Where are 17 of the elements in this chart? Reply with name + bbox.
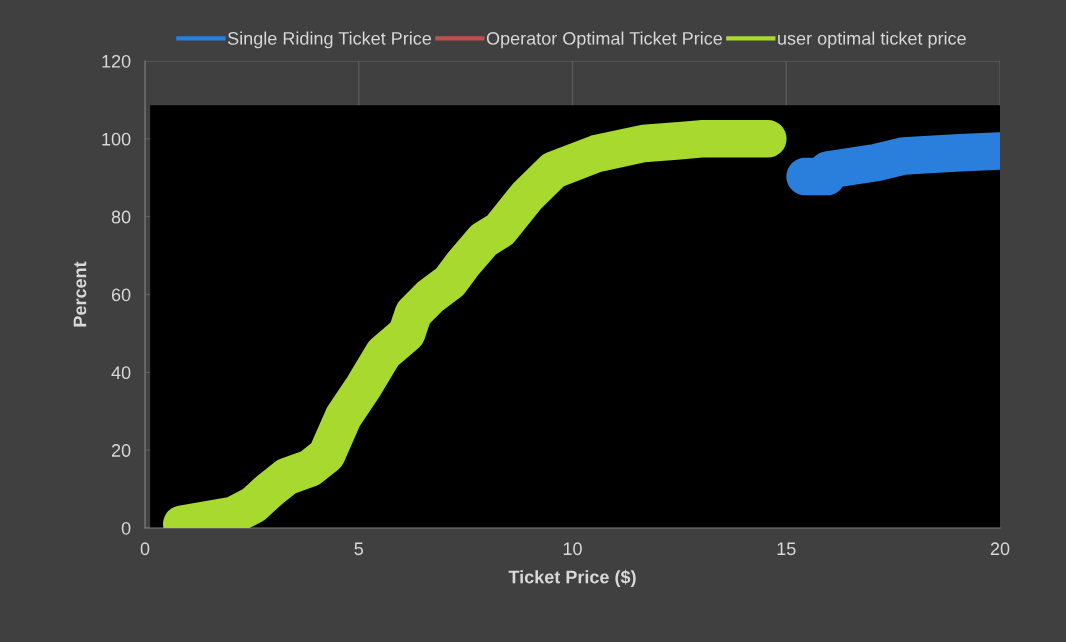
x-tick-label: 20 [990,542,1010,556]
x-tick-label: 15 [777,542,796,556]
y-tick-label: 60 [111,288,131,302]
x-tick-label: 5 [354,542,364,556]
x-axis-title: Ticket Price ($) [508,569,636,587]
y-tick-label: 40 [111,366,131,380]
x-tick-label: 10 [563,542,582,556]
legend-label: user optimal ticket price [778,31,966,49]
y-tick-label: 0 [121,521,131,535]
legend-label: Single Riding Ticket Price [227,31,432,49]
y-tick-label: 100 [102,132,131,146]
y-tick-label: 80 [111,210,131,224]
legend-label: Operator Optimal Ticket Price [486,31,723,49]
y-axis-title: Percent [73,261,87,327]
y-tick-label: 20 [111,444,131,457]
x-tick-label: 0 [140,542,150,556]
y-tick-label: 120 [102,54,131,68]
